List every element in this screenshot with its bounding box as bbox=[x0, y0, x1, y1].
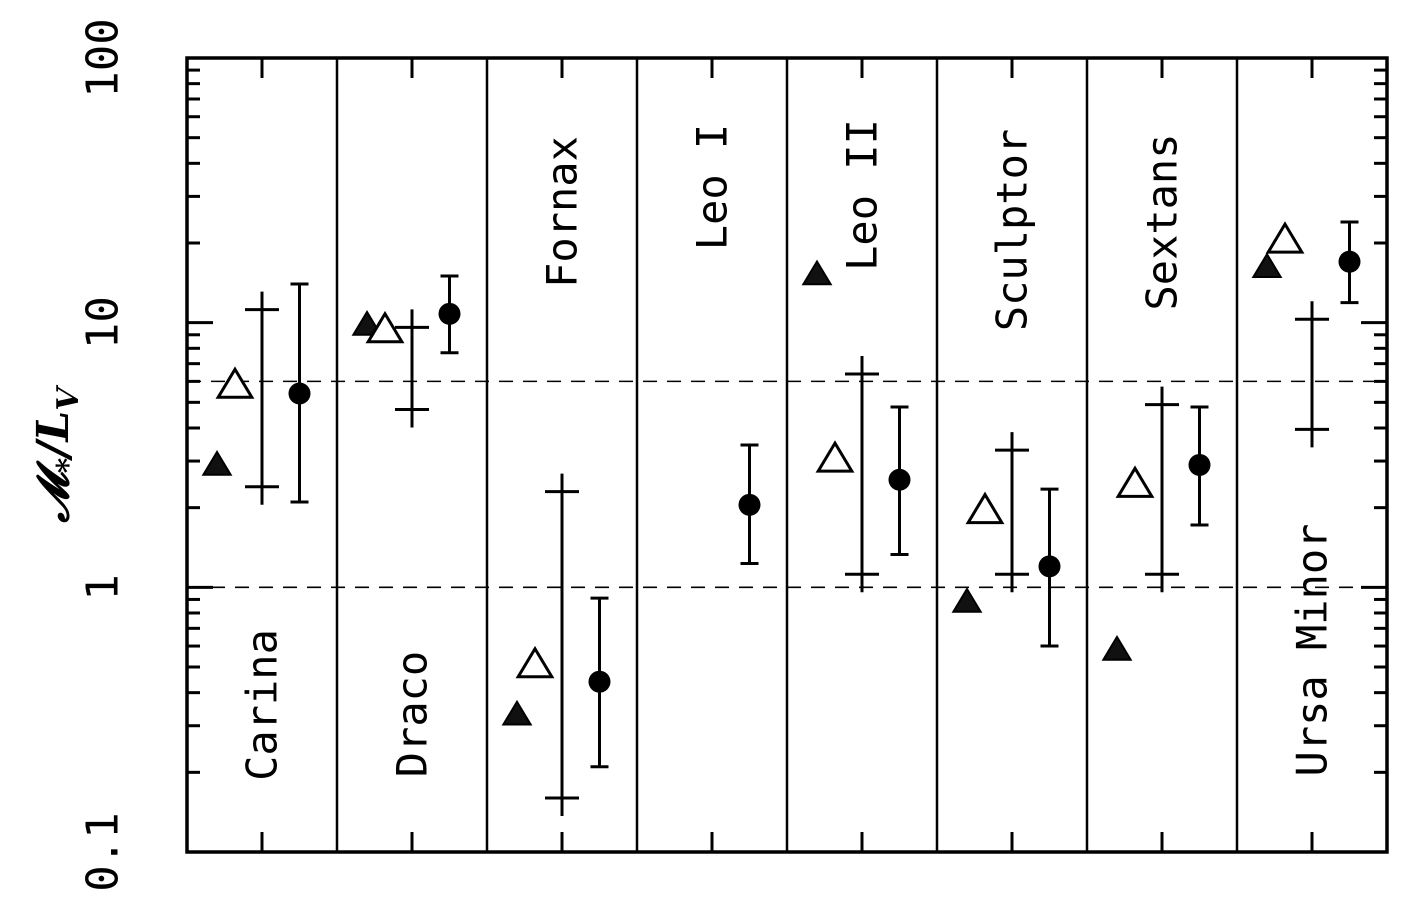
filled-circle-marker bbox=[1338, 250, 1361, 273]
filled-triangle-marker bbox=[501, 699, 533, 726]
galaxy-dividers bbox=[335, 58, 1239, 852]
open-triangle-marker bbox=[815, 440, 855, 473]
galaxy-label-ursa-minor: Ursa Minor bbox=[1288, 524, 1337, 777]
open-triangle-marker bbox=[1265, 221, 1305, 254]
y-tick-label: 100 bbox=[78, 18, 129, 97]
filled-triangle-marker bbox=[201, 450, 233, 476]
filled-triangle-marker bbox=[1251, 252, 1283, 278]
open-triangle-marker bbox=[215, 366, 255, 399]
y-minor-ticks bbox=[187, 58, 1387, 854]
y-axis-label: 𝓜*/LV bbox=[28, 385, 86, 524]
data-marks bbox=[201, 220, 1361, 816]
galaxy-label-sextans: Sextans bbox=[1138, 133, 1187, 310]
filled-circle-marker bbox=[1188, 453, 1211, 476]
galaxy-label-leo-ii: Leo II bbox=[838, 119, 887, 271]
open-triangle-marker bbox=[965, 491, 1005, 525]
filled-triangle-marker bbox=[801, 259, 833, 286]
y-tick-label: 10 bbox=[78, 296, 129, 349]
filled-circle-marker bbox=[588, 670, 611, 693]
filled-triangle-marker bbox=[1101, 635, 1133, 661]
filled-circle-marker bbox=[1038, 555, 1061, 578]
open-triangle-marker bbox=[515, 645, 555, 679]
galaxy-labels: Carina Draco Fornax Leo I Leo II Sculptor Sext… bbox=[238, 119, 1337, 781]
filled-circle-marker bbox=[888, 468, 911, 491]
y-tick-label: 1 bbox=[78, 574, 129, 601]
y-tick-label: 0.1 bbox=[78, 812, 129, 891]
filled-circle-marker bbox=[738, 493, 761, 516]
filled-triangle-marker bbox=[351, 310, 383, 336]
filled-triangle-marker bbox=[951, 587, 983, 613]
filled-circle-marker bbox=[288, 382, 311, 405]
y-tick-labels: 0.1 1 10 100 bbox=[78, 18, 129, 891]
filled-circle-marker bbox=[438, 302, 461, 325]
open-triangle-marker bbox=[365, 310, 405, 344]
open-triangle-marker bbox=[1115, 465, 1155, 498]
galaxy-label-sculptor: Sculptor bbox=[988, 129, 1037, 331]
galaxy-label-carina: Carina bbox=[238, 629, 287, 781]
galaxy-label-draco: Draco bbox=[388, 651, 437, 777]
galaxy-label-leo-i: Leo I bbox=[688, 124, 737, 250]
galaxy-label-fornax: Fornax bbox=[538, 136, 587, 288]
